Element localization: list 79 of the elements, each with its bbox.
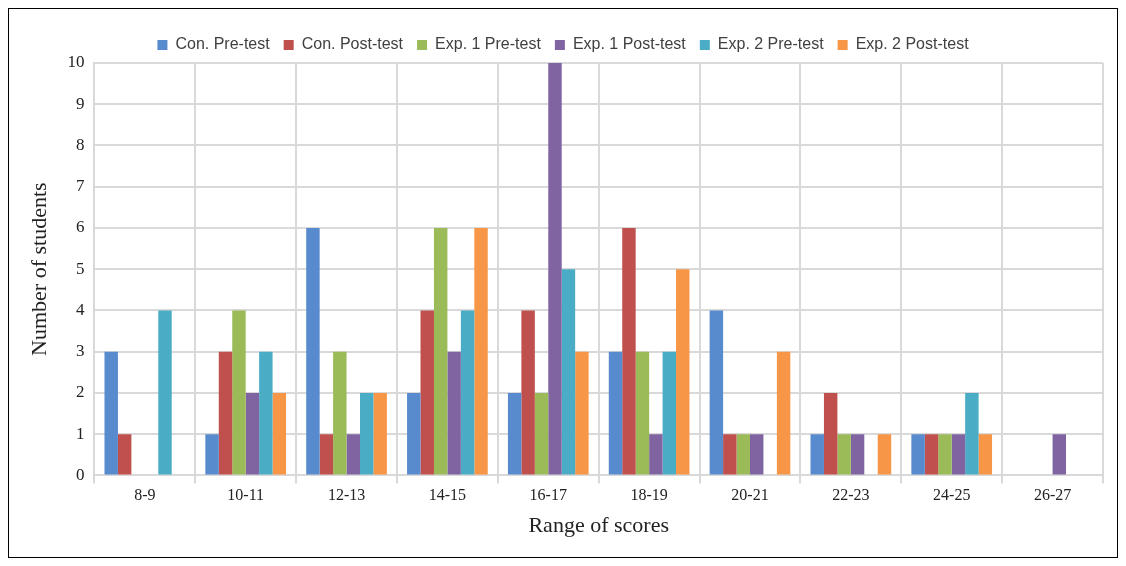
bar — [407, 392, 421, 475]
bar — [723, 434, 737, 475]
bar — [1052, 434, 1067, 475]
legend-label: Exp. 2 Pre-test — [717, 35, 825, 53]
bar — [877, 434, 892, 475]
bar — [709, 310, 724, 475]
x-tick-label: 10-11 — [227, 486, 265, 504]
bar — [346, 434, 360, 475]
bar — [474, 227, 488, 475]
y-tick-label: 5 — [75, 258, 85, 278]
legend-label: Con. Pre-test — [175, 35, 271, 53]
y-tick-label: 6 — [75, 217, 85, 237]
bar — [319, 434, 334, 475]
x-tick-label: 8-9 — [134, 486, 156, 504]
bar — [951, 434, 966, 475]
bar — [245, 392, 260, 475]
x-tick-label: 18-19 — [630, 486, 668, 504]
bar — [548, 63, 562, 475]
bar — [662, 351, 677, 475]
bar — [622, 227, 636, 475]
bar — [373, 392, 387, 475]
bar — [521, 310, 535, 475]
bar — [460, 310, 475, 475]
bar — [938, 434, 952, 475]
bar — [104, 351, 118, 475]
bar — [736, 434, 750, 475]
x-tick-label: 26-27 — [1033, 486, 1072, 504]
bar — [810, 434, 824, 475]
x-tick-label: 12-13 — [327, 486, 366, 504]
bar — [965, 392, 979, 475]
legend-label: Exp. 2 Post-test — [855, 35, 970, 53]
x-tick-label: 20-21 — [731, 486, 769, 504]
y-tick-label: 0 — [75, 464, 85, 484]
bar — [850, 434, 865, 475]
bar — [676, 269, 690, 475]
bar — [561, 269, 576, 475]
x-tick-label: 24-25 — [933, 486, 971, 504]
legend-label: Con. Post-test — [301, 35, 404, 53]
bar — [649, 434, 663, 475]
bar — [837, 434, 851, 475]
bar — [575, 351, 589, 475]
bar — [911, 434, 925, 475]
bar — [117, 434, 132, 475]
bar — [360, 392, 374, 475]
bar — [232, 310, 246, 475]
bar — [218, 351, 233, 475]
bar — [205, 434, 219, 475]
x-tick-label: 16-17 — [529, 486, 567, 504]
bar — [823, 392, 838, 475]
x-axis-title: Range of scores — [528, 511, 669, 537]
x-tick-label: 14-15 — [428, 486, 467, 504]
bar — [749, 434, 764, 475]
bar — [978, 434, 993, 475]
y-tick-label: 2 — [75, 382, 85, 402]
bar — [447, 351, 461, 475]
bar — [259, 351, 273, 475]
y-tick-label: 10 — [67, 52, 85, 72]
y-tick-label: 8 — [75, 134, 85, 154]
y-tick-label: 1 — [75, 423, 85, 443]
y-tick-label: 3 — [75, 341, 85, 361]
bar — [635, 351, 650, 475]
bar — [333, 351, 347, 475]
bar — [776, 351, 791, 475]
legend-label: Exp. 1 Post-test — [572, 35, 687, 53]
bar — [272, 392, 287, 475]
bar — [534, 392, 549, 475]
y-axis-title: Number of students — [25, 182, 51, 356]
y-tick-label: 7 — [75, 176, 85, 196]
bar — [924, 434, 939, 475]
legend-label: Exp. 1 Pre-test — [435, 35, 542, 53]
bar — [433, 227, 448, 475]
bar — [420, 310, 434, 475]
y-tick-label: 9 — [75, 93, 85, 113]
y-tick-label: 4 — [75, 299, 85, 319]
bar — [507, 392, 522, 475]
bar — [306, 227, 320, 475]
bar — [608, 351, 623, 475]
bar — [158, 310, 172, 475]
x-tick-label: 22-23 — [832, 486, 870, 504]
